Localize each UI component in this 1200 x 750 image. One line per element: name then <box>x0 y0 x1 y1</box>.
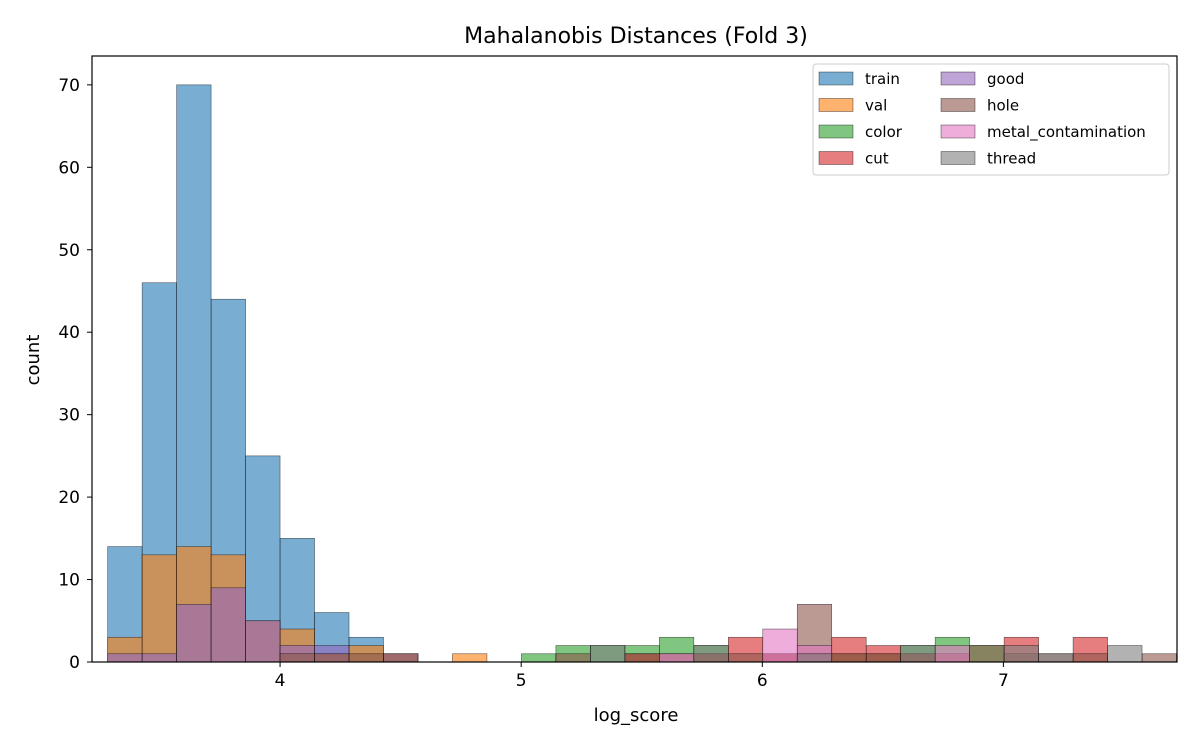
bar-val-1 <box>141 554 177 663</box>
bar-hole-7 <box>348 653 384 663</box>
x-axis: 4 5 6 7 <box>275 662 1009 691</box>
bar-thread-17 <box>693 645 729 663</box>
bar-metal_contamination-19 <box>762 628 798 663</box>
bar-thread-27 <box>1038 653 1074 663</box>
x-tick-label-5: 5 <box>516 671 527 691</box>
legend-label-val: val <box>865 97 887 115</box>
y-tick-label-0: 0 <box>69 653 80 673</box>
legend-label-train: train <box>865 70 900 88</box>
bar-hole-8 <box>383 653 419 663</box>
bar-thread-26 <box>1003 645 1039 663</box>
bar-metal_contamination-16 <box>659 653 695 663</box>
bar-good-3 <box>210 587 246 663</box>
legend-swatch-val <box>818 98 854 112</box>
legend-swatch-train <box>818 71 854 86</box>
bar-good-0 <box>107 653 143 663</box>
bar-metal_contamination-24 <box>934 645 970 663</box>
x-axis-label: log_score <box>594 705 679 726</box>
legend-label-color: color <box>865 123 903 141</box>
legend-label-cut: cut <box>865 150 889 168</box>
bar-hole-13 <box>555 653 591 663</box>
legend-label-thread: thread <box>987 150 1036 168</box>
bar-hole-28 <box>1072 653 1108 663</box>
legend-swatch-metal_contamination <box>940 124 976 139</box>
plot-frame <box>91 55 1178 663</box>
bar-thread-23 <box>900 645 936 663</box>
y-axis-label: count <box>23 335 44 386</box>
legend-swatch-color <box>818 124 854 139</box>
bar-hole-15 <box>624 653 660 663</box>
bar-good-1 <box>141 653 177 663</box>
legend: train val color cut good hole metal_contaminat… <box>812 63 1170 176</box>
legend-label-metal_contamination: metal_contamination <box>987 123 1146 142</box>
y-tick-label-30: 30 <box>58 406 80 426</box>
x-tick-label-4: 4 <box>275 671 286 691</box>
bar-thread-14 <box>590 645 626 663</box>
bar-hole-25 <box>969 645 1005 663</box>
bar-hole-30 <box>1141 653 1177 663</box>
bar-hole-18 <box>727 653 764 663</box>
bar-hole-6 <box>314 653 350 663</box>
legend-swatch-cut <box>818 151 854 165</box>
bars-layer <box>107 84 1177 663</box>
y-axis: 0 10 20 30 40 50 60 70 <box>58 76 92 673</box>
legend-label-hole: hole <box>987 97 1019 115</box>
y-tick-label-70: 70 <box>58 76 80 96</box>
y-tick-label-20: 20 <box>58 488 80 508</box>
x-tick-label-6: 6 <box>757 671 768 691</box>
bar-val-10 <box>452 653 488 663</box>
bar-hole-21 <box>831 653 867 663</box>
legend-label-good: good <box>987 70 1024 88</box>
x-tick-label-7: 7 <box>998 671 1009 691</box>
y-tick-label-50: 50 <box>58 241 80 261</box>
bar-good-2 <box>176 603 212 663</box>
bar-color-12 <box>521 653 557 663</box>
bar-thread-20 <box>796 653 833 663</box>
bar-thread-29 <box>1107 645 1143 663</box>
y-tick-label-10: 10 <box>58 571 80 591</box>
bar-good-4 <box>245 620 281 663</box>
legend-swatch-thread <box>940 151 976 165</box>
chart-title: Mahalanobis Distances (Fold 3) <box>464 24 808 49</box>
legend-frame <box>812 63 1170 176</box>
bar-hole-5 <box>279 653 315 663</box>
legend-swatch-hole <box>940 98 976 112</box>
y-tick-label-40: 40 <box>58 323 80 343</box>
y-tick-label-60: 60 <box>58 158 80 178</box>
bar-hole-22 <box>865 653 901 663</box>
legend-swatch-good <box>940 71 976 86</box>
